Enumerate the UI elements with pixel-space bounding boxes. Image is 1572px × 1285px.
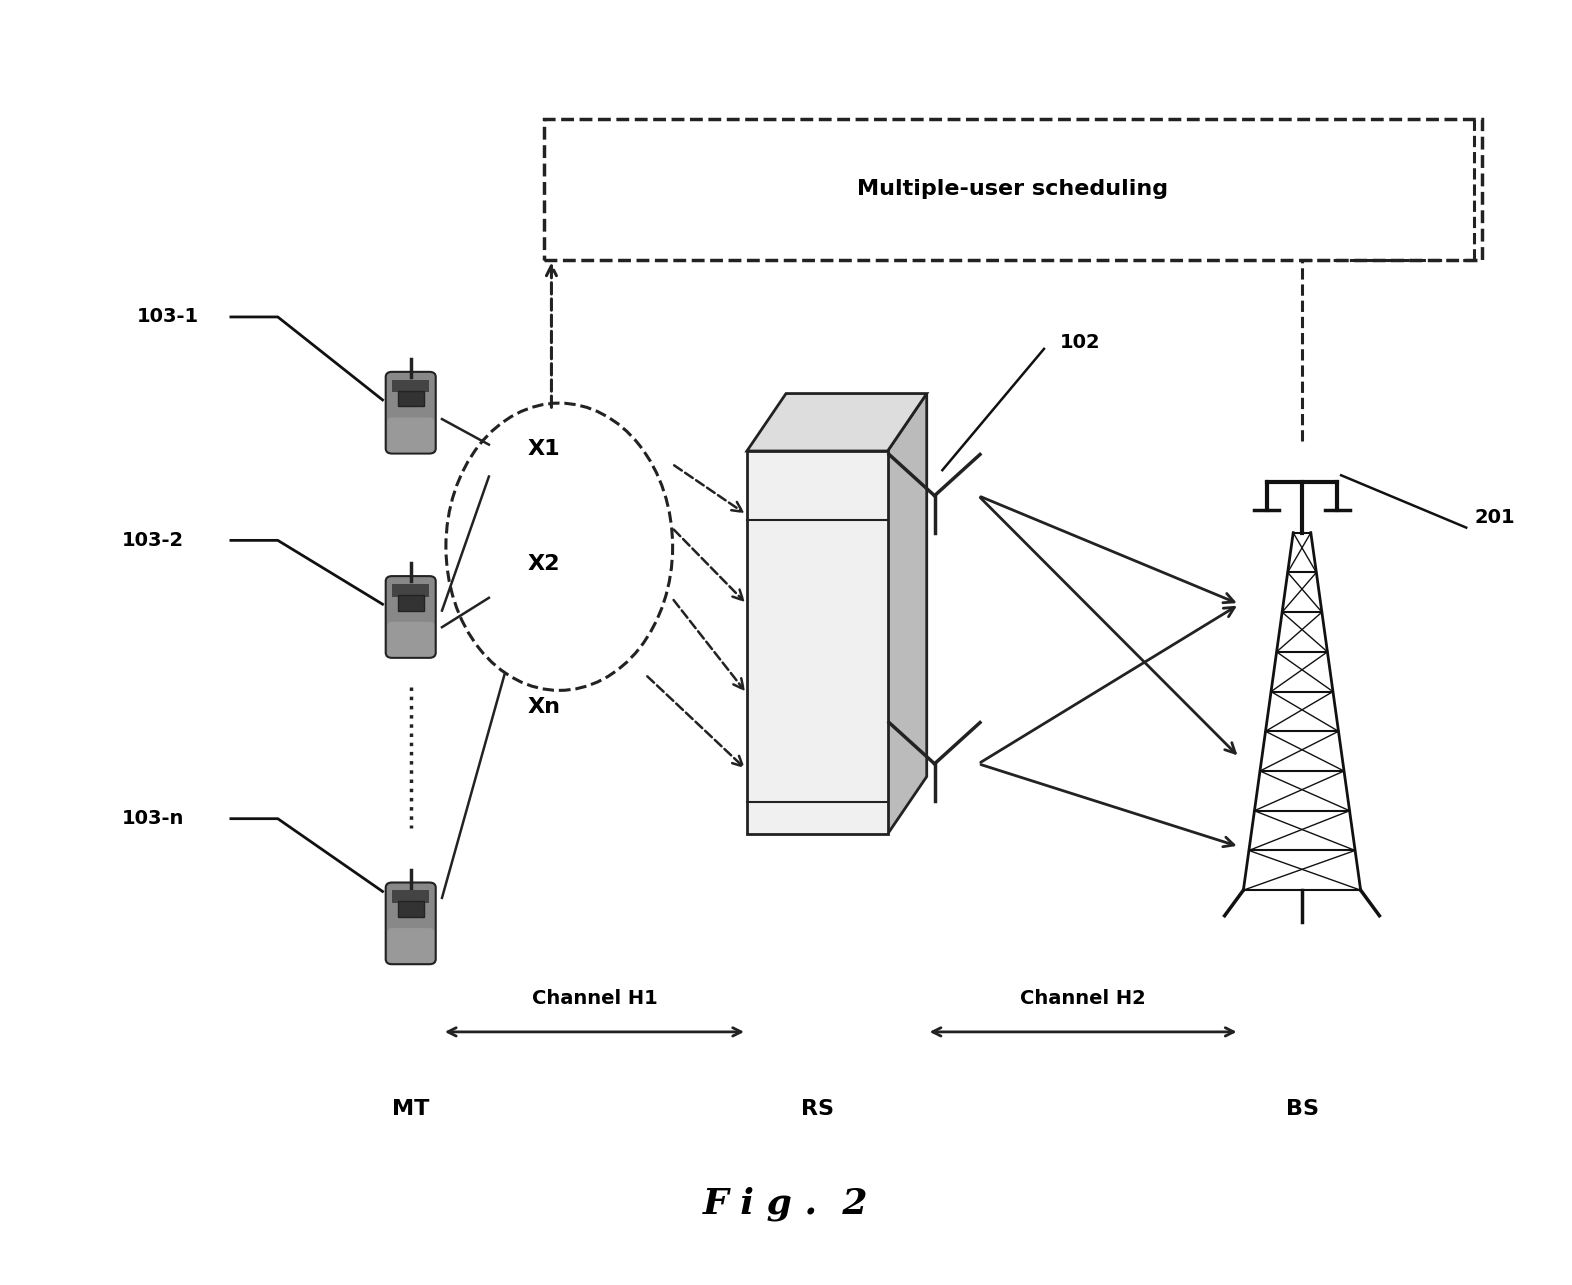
Text: Channel H2: Channel H2 <box>1020 988 1146 1007</box>
Bar <box>391 379 429 392</box>
Text: 103-n: 103-n <box>121 810 184 828</box>
Bar <box>398 595 424 610</box>
Text: MT: MT <box>391 1099 429 1119</box>
Bar <box>391 583 429 596</box>
Bar <box>391 891 429 903</box>
FancyBboxPatch shape <box>387 928 434 962</box>
Text: 201: 201 <box>1475 508 1515 527</box>
Polygon shape <box>888 393 927 834</box>
Text: Multiple-user scheduling: Multiple-user scheduling <box>857 180 1168 199</box>
Text: 103-2: 103-2 <box>121 531 184 550</box>
FancyBboxPatch shape <box>387 622 434 657</box>
Bar <box>398 901 424 917</box>
Text: Xn: Xn <box>527 696 560 717</box>
Text: BS: BS <box>1286 1099 1319 1119</box>
FancyBboxPatch shape <box>385 883 435 964</box>
FancyBboxPatch shape <box>387 418 434 452</box>
Text: Channel H1: Channel H1 <box>531 988 657 1007</box>
Bar <box>747 451 888 834</box>
Text: F i g .  2: F i g . 2 <box>703 1187 869 1222</box>
Text: RS: RS <box>800 1099 833 1119</box>
Text: 102: 102 <box>1060 333 1100 352</box>
Bar <box>398 391 424 406</box>
FancyBboxPatch shape <box>385 371 435 454</box>
Polygon shape <box>747 393 927 451</box>
FancyBboxPatch shape <box>385 576 435 658</box>
Text: X2: X2 <box>527 554 560 573</box>
Bar <box>544 120 1482 260</box>
Text: 103-1: 103-1 <box>137 307 200 326</box>
Text: X1: X1 <box>527 439 560 459</box>
